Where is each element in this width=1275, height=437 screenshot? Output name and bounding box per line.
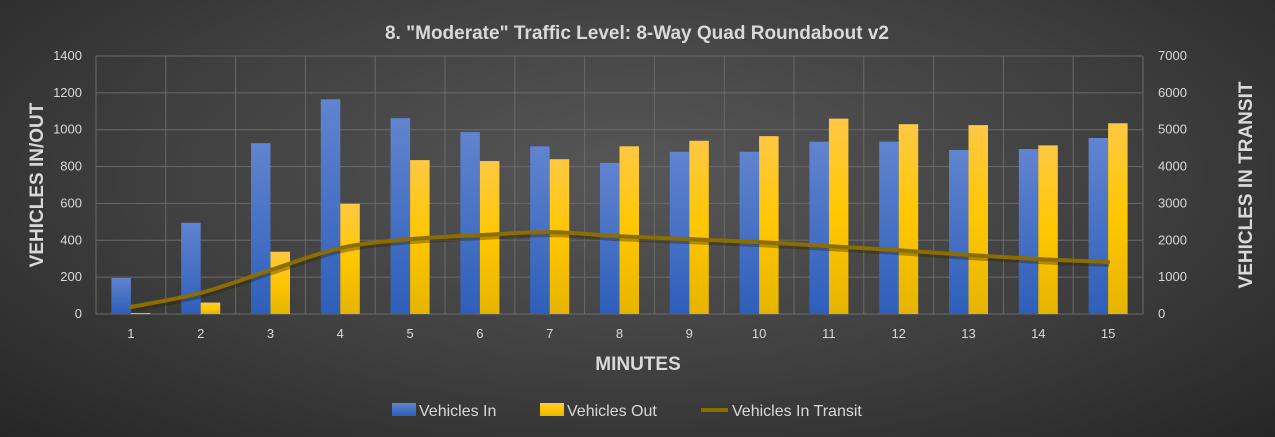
bar-vehicles-out — [968, 125, 988, 314]
x-tick-label: 6 — [476, 326, 483, 341]
bar-vehicles-out — [1108, 123, 1128, 314]
x-tick-label: 12 — [891, 326, 905, 341]
bar-vehicles-in — [460, 132, 480, 314]
bar-vehicles-in — [390, 118, 411, 315]
y2-tick-label: 3000 — [1158, 195, 1187, 210]
bar-vehicles-out — [270, 251, 290, 314]
y2-tick-label: 0 — [1158, 306, 1165, 321]
bar-vehicles-out — [200, 302, 221, 314]
bar-vehicles-out — [549, 159, 570, 314]
y2-tick-label: 7000 — [1158, 48, 1187, 63]
x-tick-label: 14 — [1031, 326, 1045, 341]
x-tick-label: 8 — [616, 326, 623, 341]
line-vehicles-in-transit — [128, 230, 1111, 309]
bar-vehicles-in — [111, 278, 131, 314]
y-tick-label: 1400 — [53, 48, 82, 63]
y2-tick-label: 1000 — [1158, 269, 1187, 284]
bar-vehicles-in — [949, 149, 969, 314]
x-tick-label: 15 — [1101, 326, 1115, 341]
x-tick-label: 1 — [127, 326, 134, 341]
y-tick-label: 1000 — [53, 122, 82, 137]
y-tick-label: 0 — [75, 306, 82, 321]
y2-tick-label: 6000 — [1158, 85, 1187, 100]
x-tick-label: 10 — [752, 326, 766, 341]
legend-swatch-vehicles-out — [540, 403, 564, 416]
bar-vehicles-out — [1038, 145, 1058, 314]
bar-vehicles-out — [689, 140, 709, 314]
bar-vehicles-in — [879, 141, 899, 314]
y2-tick-label: 4000 — [1158, 159, 1187, 174]
x-tick-label: 5 — [406, 326, 413, 341]
bar-vehicles-out — [828, 118, 849, 315]
bar-vehicles-out — [619, 146, 639, 314]
x-tick-label: 9 — [686, 326, 693, 341]
legend: Vehicles In Vehicles Out Vehicles In Tra… — [392, 403, 862, 420]
tick-labels: 0200400600800100012001400010002000300040… — [53, 48, 1187, 341]
bar-vehicles-in — [181, 222, 201, 314]
y-tick-label: 1200 — [53, 85, 82, 100]
y-tick-label: 800 — [60, 159, 82, 174]
x-tick-label: 11 — [822, 326, 836, 341]
bar-vehicles-out — [340, 203, 360, 314]
bar-vehicles-out — [759, 136, 779, 314]
bar-vehicles-in — [809, 141, 829, 314]
transit-line — [128, 230, 1111, 312]
bar-vehicles-in — [600, 162, 620, 314]
x-tick-label: 3 — [267, 326, 274, 341]
y-tick-label: 600 — [60, 195, 82, 210]
y-tick-label: 400 — [60, 232, 82, 247]
bar-vehicles-in — [1018, 149, 1039, 314]
legend-label-vehicles-in-transit: Vehicles In Transit — [732, 403, 862, 420]
bar-vehicles-in — [739, 151, 760, 314]
chart-title: 8. "Moderate" Traffic Level: 8-Way Quad … — [385, 23, 889, 44]
legend-swatch-vehicles-in — [392, 403, 416, 416]
x-tick-label: 13 — [961, 326, 975, 341]
bars — [111, 99, 1128, 315]
y-tick-label: 200 — [60, 269, 82, 284]
x-tick-label: 7 — [546, 326, 553, 341]
y2-tick-label: 5000 — [1158, 122, 1187, 137]
x-tick-label: 2 — [197, 326, 204, 341]
bar-vehicles-out — [130, 313, 151, 315]
bar-vehicles-in — [669, 151, 690, 314]
bar-vehicles-in — [251, 143, 271, 314]
bar-vehicles-out — [898, 124, 919, 314]
bar-vehicles-in — [320, 99, 341, 314]
bar-vehicles-out — [479, 161, 500, 314]
bar-vehicles-in — [530, 146, 550, 314]
legend-label-vehicles-in: Vehicles In — [419, 403, 496, 420]
x-tick-label: 4 — [337, 326, 344, 341]
y-axis-label: VEHICLES IN/OUT — [27, 102, 48, 267]
bar-vehicles-in — [1088, 138, 1109, 314]
y2-tick-label: 2000 — [1158, 232, 1187, 247]
legend-label-vehicles-out: Vehicles Out — [567, 403, 657, 420]
x-axis-label: MINUTES — [595, 354, 681, 375]
y2-axis-label: VEHICLES IN TRANSIT — [1236, 81, 1257, 288]
